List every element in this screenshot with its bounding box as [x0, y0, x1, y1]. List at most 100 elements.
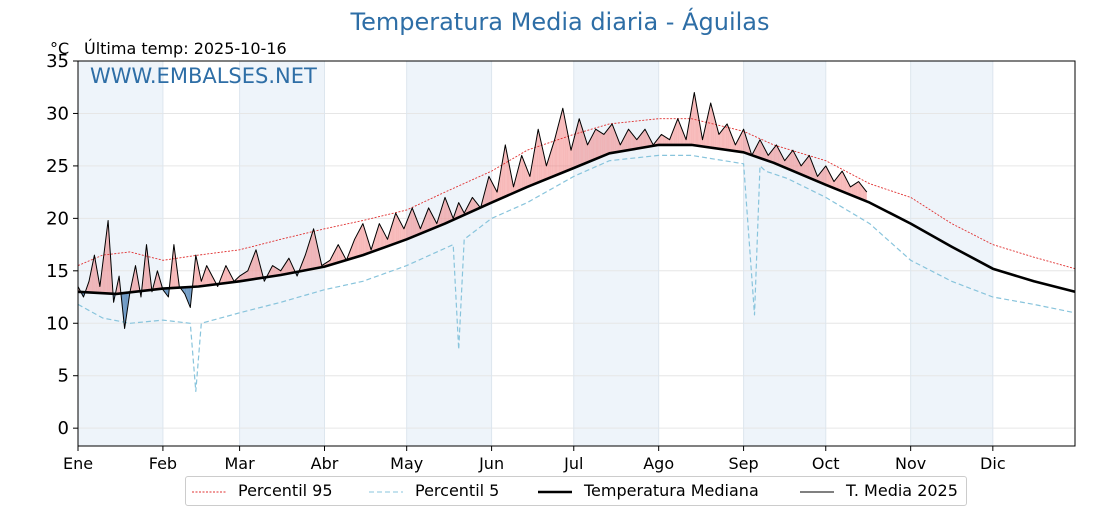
fill-above-median — [556, 129, 558, 176]
fill-above-median — [797, 158, 799, 174]
fill-above-median — [861, 185, 863, 200]
fill-above-median — [406, 218, 409, 240]
fill-above-median — [675, 122, 677, 145]
fill-above-median — [772, 148, 774, 163]
fill-above-median — [401, 223, 403, 242]
fill-above-median — [676, 118, 678, 145]
fill-above-median — [762, 144, 765, 160]
fill-above-median — [632, 134, 634, 150]
fill-above-median — [699, 123, 702, 147]
fill-above-median — [336, 244, 339, 263]
fill-above-median — [691, 100, 693, 146]
fill-above-median — [720, 130, 722, 150]
fill-above-median — [854, 183, 856, 197]
x-tick-label: Oct — [812, 454, 840, 473]
legend-swatch-median — [538, 490, 572, 493]
fill-above-median — [743, 129, 745, 153]
fill-above-median — [844, 176, 847, 194]
fill-above-median — [490, 179, 492, 204]
fill-above-median — [402, 226, 404, 241]
fill-above-median — [101, 264, 103, 294]
month-shade-sep — [743, 61, 826, 446]
fill-above-median — [308, 242, 310, 270]
fill-above-median — [399, 221, 402, 242]
fill-above-median — [613, 127, 615, 153]
fill-above-median — [566, 129, 569, 171]
fill-above-median — [679, 122, 681, 145]
fill-above-median — [666, 137, 669, 145]
fill-above-median — [361, 223, 363, 256]
fill-above-median — [605, 130, 607, 155]
fill-above-median — [251, 256, 254, 280]
fill-above-median — [147, 256, 150, 291]
legend-item-p5: Percentil 5 — [369, 481, 499, 500]
x-tick-label: Ene — [63, 454, 93, 473]
fill-above-median — [807, 155, 810, 178]
fill-above-median — [792, 150, 795, 172]
fill-below-median — [187, 287, 189, 305]
legend-item-median: Temperatura Mediana — [538, 481, 759, 500]
fill-above-median — [780, 152, 782, 167]
fill-above-median — [687, 123, 689, 145]
fill-above-median — [540, 141, 543, 182]
fill-above-median — [616, 134, 618, 153]
fill-above-median — [865, 190, 867, 202]
fill-above-median — [525, 165, 528, 188]
month-shade-nov — [910, 61, 993, 446]
y-tick-label: 0 — [58, 418, 69, 439]
fill-above-median — [256, 249, 258, 279]
fill-above-median — [520, 155, 522, 190]
fill-above-median — [588, 139, 591, 162]
fill-above-median — [734, 141, 736, 152]
fill-above-median — [583, 131, 585, 164]
fill-above-median — [195, 255, 198, 287]
fill-above-median — [638, 136, 640, 149]
series-lines — [77, 92, 1076, 392]
fill-above-median — [94, 255, 96, 293]
fill-above-median — [725, 123, 728, 150]
fill-above-median — [784, 158, 786, 168]
fill-above-median — [835, 178, 837, 190]
fill-above-median — [398, 218, 400, 243]
x-tick-label: Mar — [225, 454, 256, 473]
fill-above-median — [742, 129, 744, 153]
fill-above-median — [836, 176, 839, 190]
fill-above-median — [643, 129, 645, 148]
fill-above-median — [839, 172, 841, 191]
fill-above-median — [445, 197, 447, 224]
fill-above-median — [731, 134, 733, 151]
fill-above-median — [447, 204, 450, 223]
fill-above-median — [416, 218, 418, 236]
fill-below-median — [184, 287, 187, 298]
fill-above-median — [602, 133, 604, 157]
fill-above-median — [442, 201, 444, 225]
fill-above-median — [395, 213, 398, 244]
last-temp-label: Última temp: 2025-10-16 — [84, 39, 287, 58]
fill-above-median — [519, 160, 521, 191]
fill-above-median — [858, 181, 860, 199]
fill-above-median — [356, 234, 358, 258]
x-tick-label: Jul — [563, 454, 583, 473]
fill-above-median — [842, 171, 844, 192]
fill-above-median — [432, 215, 435, 229]
fill-above-median — [646, 131, 648, 147]
legend-swatch-p95 — [192, 491, 226, 492]
fill-above-median — [584, 136, 587, 164]
fill-above-median — [425, 211, 428, 232]
fill-above-median — [631, 132, 633, 150]
fill-above-median — [334, 249, 336, 264]
fill-above-median — [335, 247, 337, 264]
fill-above-median — [855, 182, 858, 198]
fill-above-median — [795, 155, 797, 173]
fill-above-median — [857, 181, 859, 199]
x-tick-label: Ago — [643, 454, 674, 473]
fill-above-median — [306, 246, 309, 270]
fill-above-median — [571, 144, 573, 170]
fill-above-median — [87, 281, 89, 293]
fill-above-median — [864, 188, 866, 201]
month-shade-ene — [78, 61, 163, 446]
median-line — [77, 143, 1076, 296]
fill-above-median — [658, 136, 660, 145]
fill-above-median — [354, 236, 356, 258]
fill-above-median — [828, 171, 830, 187]
